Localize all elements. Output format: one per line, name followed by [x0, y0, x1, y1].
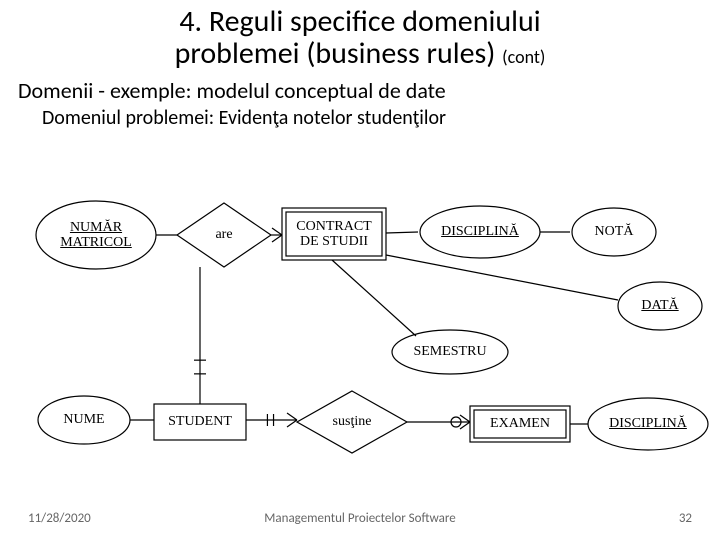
footer-page: 32 — [679, 511, 692, 526]
subtitle-2: Domeniul problemei: Evidenţa notelor stu… — [0, 104, 720, 130]
node-semestru: SEMESTRU — [392, 330, 508, 374]
slide-title: 4. Reguli specifice domeniului problemei… — [0, 0, 720, 69]
node-student: STUDENT — [154, 404, 246, 440]
node-data: DATĂ — [618, 282, 702, 330]
node-numar_matricol: NUMĂRMATRICOL — [36, 201, 156, 269]
node-are: are — [177, 203, 271, 267]
footer-center: Managementul Proiectelor Software — [0, 511, 720, 526]
node-sustine: susţine — [297, 391, 407, 453]
node-examen: EXAMEN — [470, 406, 570, 442]
title-line2: problemei (business rules) — [175, 35, 496, 72]
node-nota: NOTĂ — [572, 208, 656, 256]
node-nume: NUME — [38, 396, 130, 444]
node-contract: CONTRACTDE STUDII — [282, 208, 386, 260]
title-cont: (cont) — [502, 46, 545, 68]
node-disciplina1: DISCIPLINĂ — [420, 206, 540, 258]
node-disciplina2: DISCIPLINĂ — [588, 398, 708, 450]
subtitle-1: Domenii - exemple: modelul conceptual de… — [0, 69, 720, 104]
